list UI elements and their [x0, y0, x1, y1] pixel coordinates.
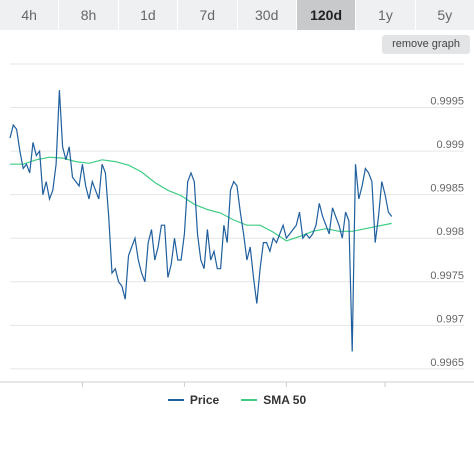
- timeframe-tabs: 4h 8h 1d 7d 30d 120d 1y 5y: [0, 0, 474, 30]
- sma-50-series-line: [10, 156, 392, 242]
- tab-120d[interactable]: 120d: [296, 0, 357, 30]
- y-tick-label: 0.998: [436, 226, 464, 238]
- price-series-line: [9, 90, 393, 352]
- tab-7d[interactable]: 7d: [178, 0, 238, 30]
- price-chart: 0.99650.9970.99750.9980.99850.9990.9995 …: [0, 63, 474, 387]
- tab-1d[interactable]: 1d: [118, 0, 179, 30]
- legend-sma-label: SMA 50: [263, 393, 307, 407]
- y-tick-label: 0.999: [436, 139, 464, 151]
- y-tick-label: 0.9975: [430, 270, 464, 282]
- remove-graph-button[interactable]: remove graph: [382, 35, 470, 54]
- price-legend-swatch: [167, 399, 184, 401]
- legend-sma-50[interactable]: SMA 50: [241, 393, 306, 407]
- y-tick-label: 0.9965: [430, 357, 464, 369]
- y-tick-label: 0.997: [436, 313, 464, 325]
- legend-price-label: Price: [189, 393, 220, 407]
- sma-legend-swatch: [241, 399, 258, 401]
- tab-5y[interactable]: 5y: [415, 0, 474, 30]
- legend-price[interactable]: Price: [167, 393, 220, 407]
- tab-4h[interactable]: 4h: [0, 0, 60, 30]
- tab-8h[interactable]: 8h: [59, 0, 119, 30]
- tab-30d[interactable]: 30d: [237, 0, 297, 30]
- y-tick-label: 0.9985: [430, 183, 464, 195]
- y-tick-label: 0.9995: [430, 96, 464, 108]
- tab-1y[interactable]: 1y: [356, 0, 416, 30]
- chart-legend: Price SMA 50: [0, 393, 474, 407]
